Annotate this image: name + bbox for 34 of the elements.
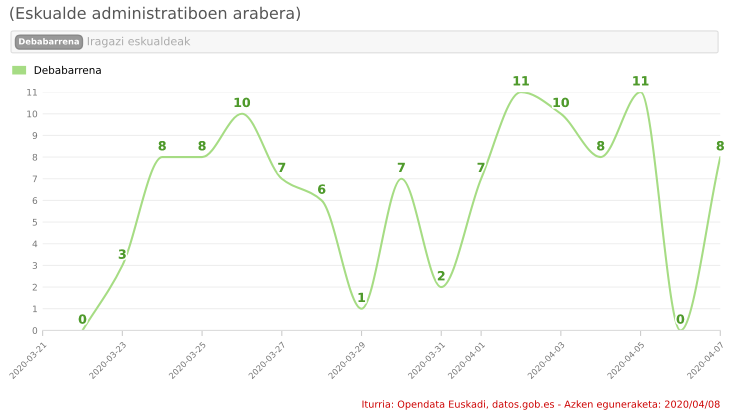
y-tick-label: 4 [32,240,38,248]
chart-subtitle: (Eskualde administratiboen arabera) [10,6,300,21]
y-tick-label: 1 [33,306,37,312]
text: Iragazi eskualdeak [88,36,190,48]
y-tick-label: 7 [32,176,37,182]
data-label: 7 [398,162,405,172]
y-tick-label: 0 [32,327,38,334]
data-label: 6 [318,184,326,194]
y-tick-label: 3 [32,262,38,269]
text: Iturria: Opendata Euskadi, datos.gob.es - Azken eguneraketa: 2020/04/08 [362,400,720,410]
data-label: 10 [554,98,569,108]
data-label: 8 [716,141,724,150]
y-tick-label: 9 [32,132,38,139]
text: Debabarrena [19,38,79,45]
data-label: 8 [198,141,206,150]
data-label: 11 [514,76,529,86]
data-label: 1 [358,292,366,302]
y-tick-label: 2 [32,284,37,290]
legend-label: Debabarrena [34,66,101,74]
data-label: 11 [633,76,648,86]
data-label: 2 [438,271,445,280]
y-tick-label: 6 [32,197,38,204]
data-label: 8 [597,141,604,150]
data-label: 7 [478,162,484,172]
y-tick-label: 11 [27,88,37,96]
data-label: 3 [118,249,126,259]
data-label: 8 [158,141,166,150]
y-tick-label: 8 [32,154,38,161]
data-label: 10 [234,98,250,108]
y-tick-label: 10 [27,110,38,118]
data-label: 7 [278,162,286,172]
data-label: 0 [676,314,684,324]
data-label: 0 [78,314,86,324]
y-tick-label: 5 [32,218,37,226]
